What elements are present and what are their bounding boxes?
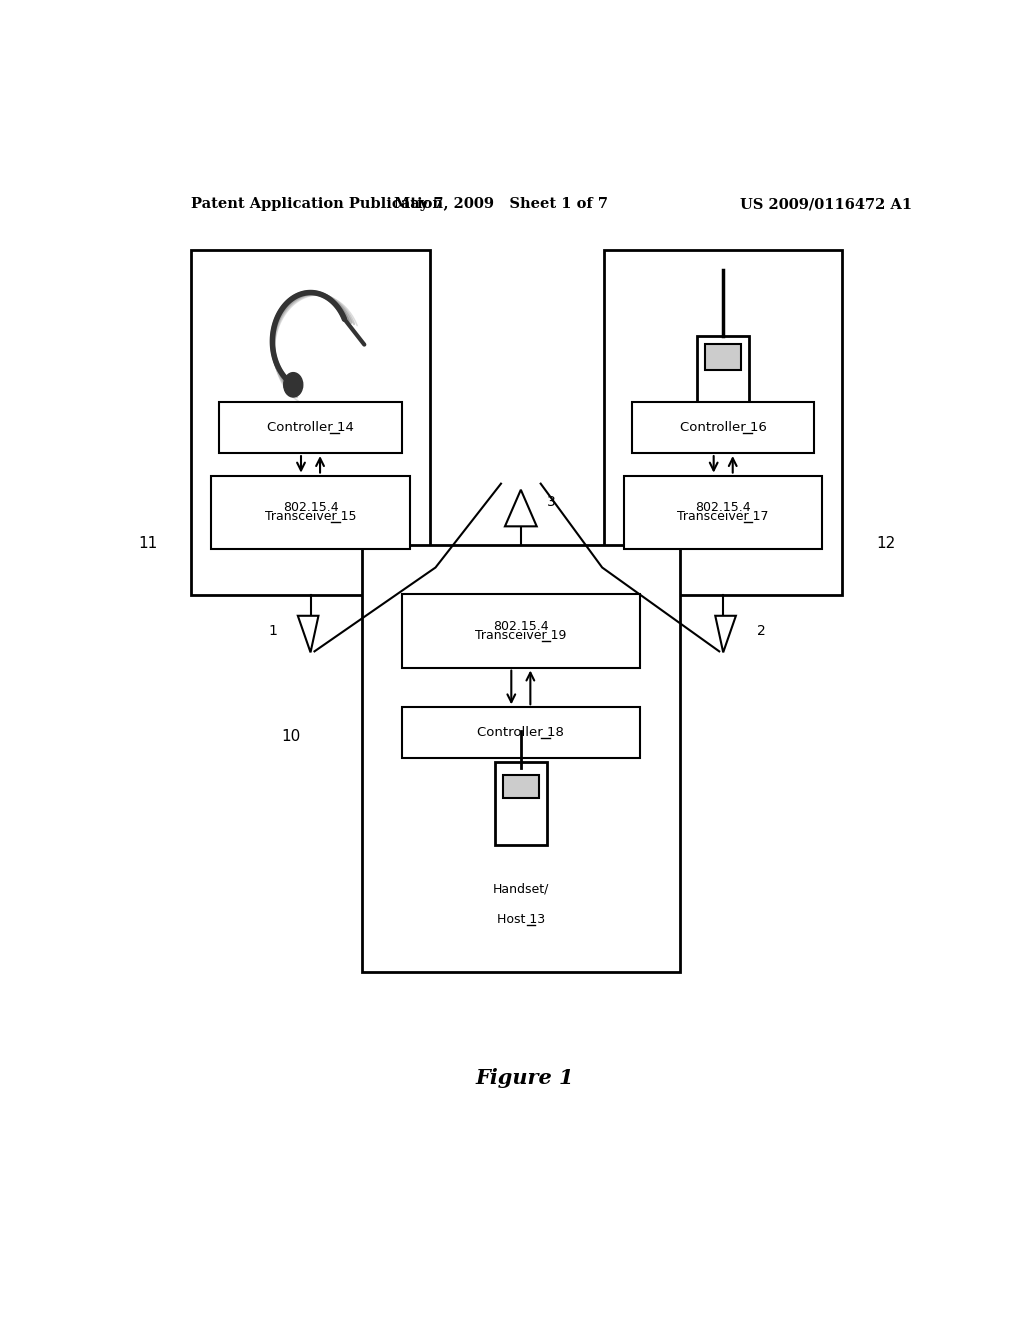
Text: Host 13: Host 13 bbox=[497, 913, 545, 927]
Polygon shape bbox=[505, 490, 537, 527]
Text: Figure 1: Figure 1 bbox=[475, 1068, 574, 1088]
Text: 802.15.4: 802.15.4 bbox=[493, 619, 549, 632]
Bar bbox=[706, 345, 741, 370]
Bar bbox=[697, 337, 749, 422]
Text: 802.15.4: 802.15.4 bbox=[695, 500, 751, 513]
Text: 11: 11 bbox=[138, 536, 158, 552]
Text: 1: 1 bbox=[268, 624, 276, 638]
Text: 2: 2 bbox=[757, 624, 766, 638]
Circle shape bbox=[284, 372, 303, 397]
Bar bbox=[503, 775, 539, 797]
Bar bbox=[495, 762, 547, 846]
Text: 802.15.4: 802.15.4 bbox=[283, 500, 338, 513]
Bar bbox=[624, 475, 822, 549]
Text: Patent Application Publication: Patent Application Publication bbox=[191, 197, 443, 211]
Text: US 2009/0116472 A1: US 2009/0116472 A1 bbox=[740, 197, 912, 211]
Text: 10: 10 bbox=[281, 729, 300, 744]
Text: 12: 12 bbox=[877, 536, 896, 552]
Bar bbox=[401, 594, 640, 668]
Polygon shape bbox=[298, 616, 318, 652]
Bar bbox=[219, 403, 401, 453]
Polygon shape bbox=[715, 616, 736, 652]
Bar bbox=[401, 708, 640, 758]
Text: Handset/: Handset/ bbox=[493, 883, 549, 896]
Bar bbox=[632, 403, 814, 453]
Text: Transceiver 17: Transceiver 17 bbox=[678, 511, 769, 524]
Text: Controller 14: Controller 14 bbox=[267, 421, 354, 434]
Text: 3: 3 bbox=[547, 495, 555, 510]
Bar bbox=[362, 545, 680, 972]
Text: Controller 18: Controller 18 bbox=[477, 726, 564, 739]
Text: May 7, 2009   Sheet 1 of 7: May 7, 2009 Sheet 1 of 7 bbox=[394, 197, 608, 211]
Text: Controller 16: Controller 16 bbox=[680, 421, 767, 434]
Bar bbox=[604, 249, 842, 595]
Text: Transceiver 15: Transceiver 15 bbox=[265, 511, 356, 524]
Bar bbox=[211, 475, 410, 549]
Bar bbox=[191, 249, 430, 595]
Text: Transceiver 19: Transceiver 19 bbox=[475, 630, 566, 643]
